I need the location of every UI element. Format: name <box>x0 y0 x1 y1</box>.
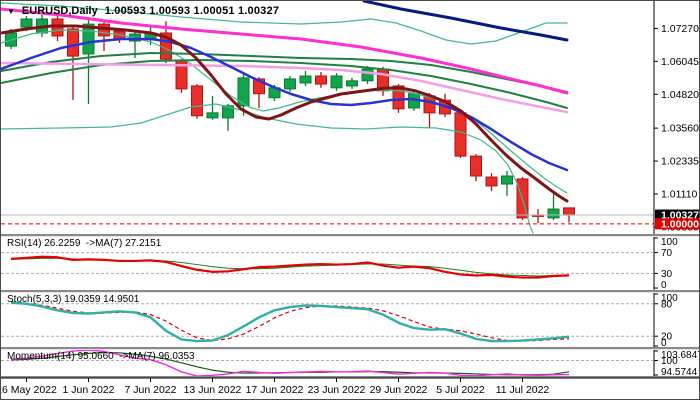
band-lower-teal <box>1 103 534 234</box>
parity-price-tag-bg <box>655 218 699 230</box>
stoch-axis-label: 80 <box>661 299 673 310</box>
time-axis-label: 7 Jun 2022 <box>125 384 177 396</box>
time-axis-label: 26 May 2022 <box>1 384 57 396</box>
time-axis-label: 29 Jun 2022 <box>370 384 428 396</box>
ma-maroon <box>1 24 569 203</box>
rsi-axis-label: 70 <box>661 248 673 259</box>
candle <box>563 207 575 216</box>
band-upper-teal <box>1 2 568 45</box>
candle <box>501 175 513 185</box>
candle <box>284 78 296 90</box>
candle <box>20 18 33 28</box>
time-axis-label: 13 Jun 2022 <box>184 384 242 396</box>
candle <box>253 78 265 95</box>
momentum-axis-label: 94.5744 <box>661 367 698 378</box>
ma-magenta <box>1 7 569 95</box>
current-price-tag-bg <box>655 209 699 221</box>
candle <box>222 105 234 119</box>
price-axis-label: 1.06045 <box>661 56 699 68</box>
panel-separator[interactable] <box>1 376 700 378</box>
candle <box>206 112 219 119</box>
candle <box>470 155 482 177</box>
momentum-axis-label: 103.6847 <box>661 350 700 361</box>
time-axis-label: 1 Jun 2022 <box>63 384 115 396</box>
stoch-axis-label: 20 <box>661 332 673 343</box>
stoch-axis-label: 100 <box>661 293 678 304</box>
price-axis-strip <box>654 1 699 378</box>
candle <box>547 208 560 219</box>
panel-separator-highlight <box>1 292 699 293</box>
panel-separator-highlight <box>1 349 699 350</box>
rsi-axis-label: 100 <box>661 237 678 248</box>
price-axis-label: 1.01110 <box>661 189 698 201</box>
panel-separator[interactable] <box>1 290 700 292</box>
ma-plum <box>1 61 569 114</box>
candle <box>361 68 374 82</box>
candle <box>299 75 312 84</box>
momentum-main-line <box>10 349 570 377</box>
candle <box>82 23 95 55</box>
candle <box>315 75 327 85</box>
ma-navy <box>362 1 569 42</box>
candle <box>454 112 467 157</box>
candle <box>485 176 498 187</box>
panel-separator-highlight <box>1 236 699 237</box>
ma-fast-lightgreen <box>1 29 568 194</box>
candle <box>237 77 250 107</box>
parity-price-tag: 1.00000 <box>661 218 699 230</box>
price-axis-label: 1.02335 <box>661 156 699 168</box>
rsi-main-line <box>10 255 570 279</box>
price-axis-label: 1.04820 <box>661 89 699 101</box>
ma-blue <box>1 37 569 172</box>
time-axis-label: 17 Jun 2022 <box>246 384 304 396</box>
stoch-axis-label: 0 <box>661 338 667 349</box>
candle <box>67 28 79 57</box>
time-axis-label: 11 Jul 2022 <box>496 384 550 396</box>
ohlc-summary: 1.00593 1.00593 1.00051 1.00327 <box>104 5 280 17</box>
time-axis-label: 23 Jun 2022 <box>308 384 366 396</box>
rsi-axis-label: 30 <box>661 269 673 280</box>
candle <box>330 75 343 89</box>
candle <box>346 80 358 87</box>
rsi-axis-label: 0 <box>661 280 667 291</box>
price-axis-label: 1.07270 <box>661 23 699 35</box>
panel-separator[interactable] <box>1 234 700 236</box>
candle <box>392 85 405 110</box>
symbol-dropdown-icon[interactable]: ▼ <box>7 6 15 16</box>
stoch-main-line <box>10 301 570 343</box>
price-axis-label: 1.03560 <box>661 123 699 135</box>
panel-separator[interactable] <box>1 347 700 349</box>
momentum-axis-label: 100 <box>661 356 678 367</box>
time-axis-strip <box>1 378 699 399</box>
chart-symbol-timeframe: EURUSD,Daily <box>21 5 98 17</box>
candle <box>191 85 203 117</box>
chart-title-bar: ▼ EURUSD,Daily 1.00593 1.00593 1.00051 1.0… <box>7 5 279 17</box>
time-axis-label: 5 Jul 2022 <box>436 384 485 396</box>
